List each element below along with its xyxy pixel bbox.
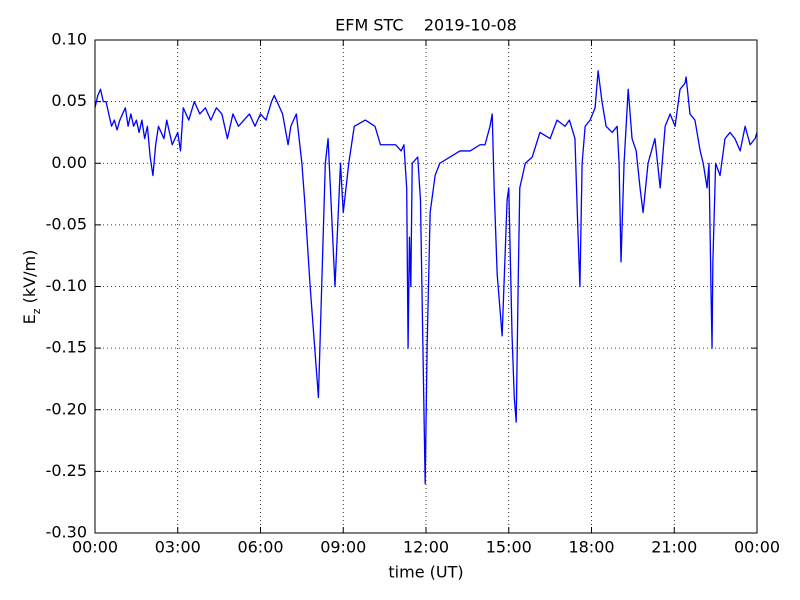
y-tick-label: -0.05 [46, 214, 87, 233]
x-tick-label: 03:00 [155, 538, 201, 557]
x-tick-label: 09:00 [320, 538, 366, 557]
y-tick-label: -0.25 [46, 461, 87, 480]
y-axis-label: Ez (kV/m) [20, 250, 43, 325]
y-axis-label-part: (kV/m) [20, 250, 39, 309]
y-tick-label: -0.10 [46, 276, 87, 295]
chart-title: EFM STC 2019-10-08 [335, 16, 517, 35]
x-tick-label: 06:00 [237, 538, 283, 557]
y-tick-label: -0.30 [46, 523, 87, 542]
x-tick-label: 12:00 [403, 538, 449, 557]
x-tick-label: 18:00 [568, 538, 614, 557]
x-axis-label: time (UT) [388, 563, 463, 582]
y-tick-label: -0.20 [46, 399, 87, 418]
plot-frame [94, 39, 758, 534]
y-tick-label: 0.05 [51, 91, 87, 110]
y-tick-label: 0.10 [51, 30, 87, 49]
y-tick-label: 0.00 [51, 153, 87, 172]
data-line [94, 70, 758, 485]
y-axis-label-part: E [20, 314, 39, 324]
x-tick-label: 00:00 [72, 538, 118, 557]
y-axis-label-sub: z [30, 308, 43, 314]
x-tick-label: 15:00 [486, 538, 532, 557]
x-tick-label: 00:00 [734, 538, 780, 557]
y-tick-label: -0.15 [46, 338, 87, 357]
x-tick-label: 21:00 [651, 538, 697, 557]
